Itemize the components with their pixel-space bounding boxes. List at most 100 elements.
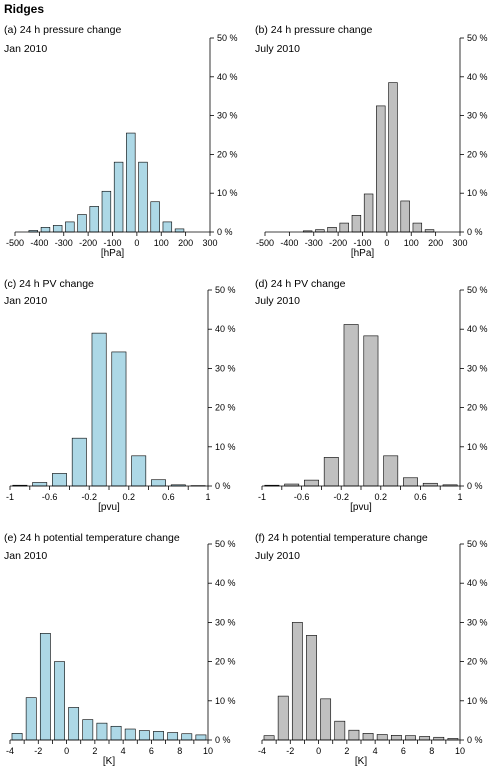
x-tick-label: -2 [286, 746, 294, 756]
y-tick-label: 30 % [467, 111, 488, 121]
y-tick-label: 20 % [215, 657, 236, 667]
y-tick-label: 0 % [215, 735, 231, 745]
panel-a: (a) 24 h pressure change Jan 2010 -500 -400… [4, 24, 238, 259]
bar [52, 473, 67, 487]
x-tick-label: 4 [373, 746, 378, 756]
bar [96, 722, 108, 741]
bar [327, 227, 337, 233]
bar [138, 161, 148, 233]
panel-b: (b) 24 h pressure change July 2010 -500 -40… [255, 24, 488, 259]
bar [174, 228, 185, 233]
y-tick-label: 10 % [215, 696, 236, 706]
bar [362, 733, 374, 741]
bar [351, 215, 362, 233]
bar [54, 661, 65, 741]
y-tick-label: 20 % [467, 403, 488, 413]
bar [162, 221, 173, 233]
bar [433, 736, 445, 741]
y-tick-label: 40 % [215, 324, 236, 334]
x-axis-label: [pvu] [350, 502, 372, 513]
x-tick-label: -200 [329, 238, 347, 248]
x-tick-label: -2 [34, 746, 42, 756]
panel-subtitle: Jan 2010 [4, 295, 47, 307]
x-tick-label: 0.2 [375, 492, 388, 502]
panel-title: (f) 24 h potential temperature change [255, 532, 428, 544]
y-tick-label: 20 % [217, 149, 238, 159]
bar [383, 455, 399, 487]
y-tick-label: 30 % [215, 363, 236, 373]
bar [291, 622, 303, 741]
bar [167, 732, 179, 741]
bar [306, 635, 317, 741]
bar [376, 105, 386, 233]
x-tick-label: 4 [121, 746, 126, 756]
y-tick-label: 30 % [467, 363, 488, 373]
x-tick-label: -0.2 [81, 492, 97, 502]
y-tick-label: 0 % [217, 227, 233, 237]
y-tick-label: 0 % [467, 227, 483, 237]
bar [388, 82, 398, 233]
x-tick-label: 0 [384, 238, 389, 248]
bar [65, 221, 75, 233]
y-tick-label: 0 % [467, 735, 483, 745]
y-tick-label: 50 % [467, 539, 488, 549]
bar [68, 707, 80, 741]
y-tick-label: 30 % [217, 111, 238, 121]
y-tick-label: 50 % [467, 285, 488, 295]
y-tick-label: 30 % [215, 617, 236, 627]
x-tick-label: -500 [6, 238, 24, 248]
x-axis-label: [hPa] [101, 248, 125, 259]
bar [422, 482, 438, 487]
bar [126, 132, 136, 233]
x-axis-label: [pvu] [98, 502, 120, 513]
x-tick-label: 0.2 [123, 492, 136, 502]
x-tick-label: 0.6 [162, 492, 175, 502]
x-tick-label: 200 [178, 238, 193, 248]
x-tick-label: 0.6 [414, 492, 427, 502]
y-tick-label: 40 % [467, 578, 488, 588]
x-tick-label: -4 [6, 746, 14, 756]
x-tick-label: -100 [103, 238, 121, 248]
panel-title: (e) 24 h potential temperature change [4, 532, 180, 544]
bar [363, 335, 379, 487]
x-tick-label: -0.2 [333, 492, 349, 502]
x-tick-label: 10 [203, 746, 213, 756]
x-tick-label: 300 [202, 238, 217, 248]
x-tick-label: -400 [30, 238, 48, 248]
x-tick-label: 100 [404, 238, 419, 248]
x-tick-label: 2 [92, 746, 97, 756]
bar [77, 214, 87, 233]
bar [113, 161, 124, 233]
bar [400, 200, 410, 233]
bar [91, 332, 107, 487]
bar [339, 222, 349, 233]
panel-title: (c) 24 h PV change [4, 278, 94, 290]
bar [101, 190, 112, 233]
y-tick-label: 10 % [467, 442, 488, 452]
y-tick-label: 40 % [215, 578, 236, 588]
x-tick-label: -1 [258, 492, 266, 502]
x-tick-label: -300 [305, 238, 323, 248]
bar [403, 477, 418, 487]
bar [151, 479, 166, 487]
bar [89, 206, 99, 233]
bar [412, 222, 423, 233]
x-tick-label: 2 [344, 746, 349, 756]
bar [334, 720, 346, 741]
bar [150, 201, 160, 233]
bar [40, 227, 51, 233]
bar [405, 735, 416, 741]
panel-subtitle: Jan 2010 [4, 550, 47, 562]
x-tick-label: 200 [428, 238, 443, 248]
page-title: Ridges [4, 2, 45, 16]
y-tick-label: 50 % [215, 539, 236, 549]
bar [131, 455, 147, 487]
y-tick-label: 20 % [467, 149, 488, 159]
x-tick-label: -0.6 [294, 492, 310, 502]
x-tick-label: 0 [64, 746, 69, 756]
bar [376, 734, 388, 741]
panel-e: (e) 24 h potential temperature change Jan… [4, 532, 236, 767]
y-tick-label: 0 % [467, 481, 483, 491]
y-tick-label: 50 % [217, 33, 238, 43]
bar [52, 225, 63, 233]
